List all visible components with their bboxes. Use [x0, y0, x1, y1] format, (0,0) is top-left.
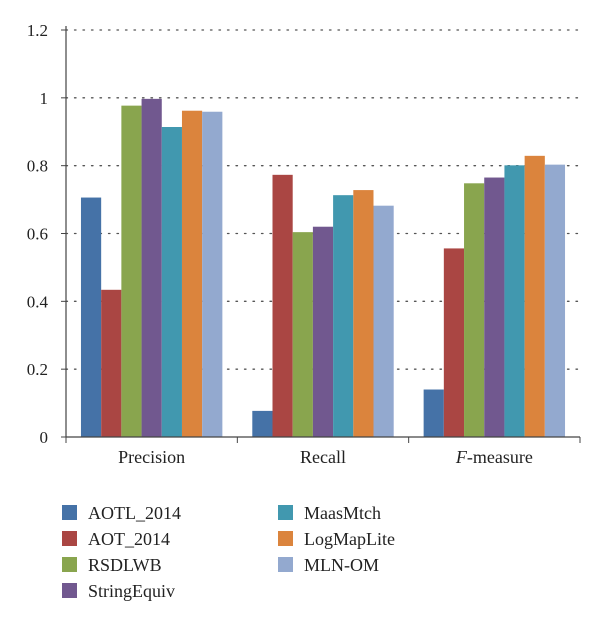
- bar-maasmtch-1: [333, 195, 354, 437]
- x-category-label: Precision: [118, 447, 185, 467]
- legend-label: MaasMtch: [304, 503, 381, 523]
- legend-swatch: [62, 557, 77, 572]
- bar-rsdlwb-0: [121, 105, 142, 438]
- legend-swatch: [62, 505, 77, 520]
- bar-logmaplite-1: [353, 190, 374, 437]
- bars: [80, 98, 566, 438]
- legend-label: StringEquiv: [88, 581, 175, 601]
- bar-rsdlwb-1: [292, 232, 313, 437]
- y-tick-label: 0.8: [27, 157, 48, 176]
- x-category-label: Recall: [300, 447, 346, 467]
- bar-maasmtch-2: [504, 165, 525, 437]
- bar-stringequiv-0: [141, 98, 162, 437]
- legend-item: StringEquiv: [62, 581, 175, 601]
- legend-swatch: [62, 531, 77, 546]
- y-tick-label: 1.2: [27, 21, 48, 40]
- legend-item: LogMapLite: [278, 529, 395, 549]
- legend-item: MaasMtch: [278, 503, 381, 523]
- legend-label: LogMapLite: [304, 529, 395, 549]
- y-tick-labels: 0 0.2 0.4 0.6 0.8 1 1.2: [27, 21, 49, 447]
- bar-mln-om-2: [544, 164, 566, 437]
- legend-item: RSDLWB: [62, 555, 162, 575]
- y-tick-label: 0.6: [27, 225, 48, 244]
- legend-label: AOT_2014: [88, 529, 170, 549]
- bar-logmaplite-0: [181, 110, 203, 437]
- bar-aot-2014-1: [272, 174, 293, 438]
- x-category-label: F-measure: [455, 447, 533, 467]
- legend-item: MLN-OM: [278, 555, 379, 575]
- legend-label: MLN-OM: [304, 555, 379, 575]
- bar-aotl-2014-0: [80, 197, 102, 437]
- bar-logmaplite-2: [524, 155, 545, 438]
- x-category-labels: Precision Recall F-measure: [118, 447, 533, 467]
- bar-rsdlwb-2: [464, 183, 485, 437]
- bar-aot-2014-0: [101, 289, 122, 437]
- bar-aotl-2014-1: [252, 410, 273, 437]
- legend-swatch: [278, 557, 293, 572]
- axes: [61, 26, 581, 443]
- bar-stringequiv-2: [484, 177, 505, 437]
- legend-swatch: [62, 583, 77, 598]
- legend-swatch: [278, 531, 293, 546]
- legend-item: AOTL_2014: [62, 503, 181, 523]
- y-tick-label: 0.4: [27, 292, 49, 311]
- legend-label: RSDLWB: [88, 555, 162, 575]
- bar-aot-2014-2: [443, 248, 465, 437]
- legend-item: AOT_2014: [62, 529, 170, 549]
- legend-swatch: [278, 505, 293, 520]
- bar-aotl-2014-2: [423, 389, 444, 437]
- y-tick-label: 0: [40, 428, 49, 447]
- bar-maasmtch-0: [161, 127, 182, 438]
- bar-stringequiv-1: [312, 226, 334, 437]
- y-tick-label: 1: [40, 89, 49, 108]
- bar-mln-om-0: [202, 111, 223, 437]
- bar-mln-om-1: [373, 205, 394, 437]
- legend-label: AOTL_2014: [88, 503, 181, 523]
- legend: AOTL_2014 AOT_2014 RSDLWB StringEquiv MaasMt…: [62, 503, 395, 601]
- y-tick-label: 0.2: [27, 360, 48, 379]
